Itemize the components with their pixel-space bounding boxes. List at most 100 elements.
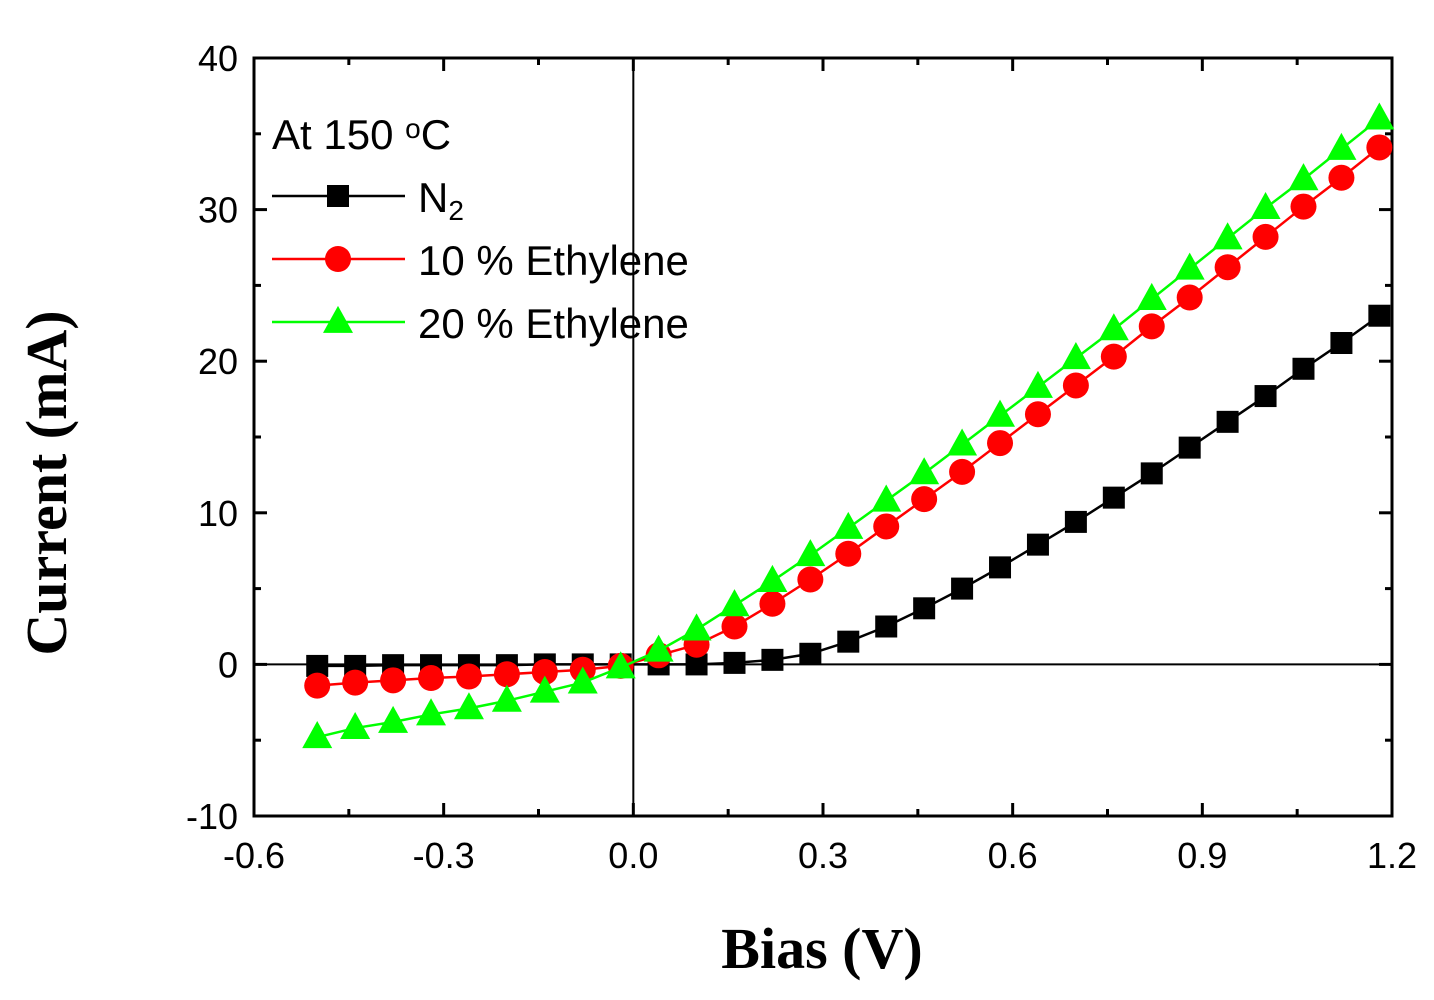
data-point (911, 486, 938, 513)
zero-reference-lines (254, 58, 1392, 816)
x-tick-label: -0.6 (223, 835, 285, 876)
data-point (416, 698, 447, 726)
legend-label: 10 % Ethylene (418, 237, 689, 284)
data-point (1366, 134, 1393, 161)
data-point (491, 684, 522, 712)
data-point (835, 540, 862, 567)
data-point (1178, 436, 1201, 459)
data-point (306, 654, 329, 677)
data-point (605, 651, 636, 679)
data-point (757, 564, 788, 592)
data-point (1330, 332, 1353, 355)
legend-marker (327, 185, 349, 207)
data-point (1216, 410, 1239, 433)
data-point (531, 658, 558, 685)
data-point (1290, 193, 1317, 220)
series-n2 (306, 304, 1391, 677)
data-point (685, 653, 708, 676)
data-point (721, 613, 748, 640)
y-axis-title: Current (mA) (14, 310, 79, 655)
data-point (723, 651, 746, 674)
data-point (1062, 372, 1089, 399)
data-point (949, 458, 976, 485)
data-point (340, 711, 371, 739)
legend-label: 20 % Ethylene (418, 300, 689, 347)
data-point (1250, 191, 1281, 220)
data-point (418, 665, 445, 692)
data-point (1212, 222, 1243, 250)
legend-title-degree: o (405, 113, 421, 144)
x-tick-label: 0.6 (988, 835, 1038, 876)
x-tick-label: 0.3 (798, 835, 848, 876)
data-point (837, 630, 860, 653)
legend-marker (323, 305, 353, 333)
x-axis-title: Bias (V) (721, 916, 922, 981)
data-point (833, 511, 864, 539)
data-point (797, 566, 824, 593)
y-tick-label: 10 (198, 493, 238, 534)
data-point (1174, 252, 1205, 280)
data-point (1292, 357, 1315, 380)
legend-marker (325, 246, 351, 272)
data-point (304, 672, 331, 699)
data-point (681, 613, 712, 641)
data-point (913, 597, 936, 620)
data-point (951, 577, 974, 600)
plot-border (252, 56, 1394, 818)
data-point (643, 634, 674, 662)
legend: At 150 oC N2 10 % Ethylene 20 % Ethylene (272, 111, 689, 347)
y-tick-label: 30 (198, 190, 238, 231)
data-point (1288, 163, 1319, 191)
data-point (1328, 164, 1355, 191)
data-point (719, 589, 750, 617)
data-point (1060, 342, 1091, 370)
data-point (380, 667, 407, 694)
data-point (759, 590, 786, 617)
series-layer (302, 102, 1395, 749)
data-point (1176, 284, 1203, 311)
legend-title-prefix: At 150 (272, 111, 405, 158)
data-point (875, 615, 898, 638)
y-tick-label: 20 (198, 341, 238, 382)
series-ethylene-20 (302, 102, 1395, 749)
data-point (1102, 486, 1125, 509)
data-point (947, 428, 978, 456)
data-point (989, 556, 1012, 579)
data-point (873, 513, 900, 540)
data-point (1254, 385, 1277, 408)
data-point (795, 539, 826, 567)
x-tick-label: 0.9 (1177, 835, 1227, 876)
series-line (317, 314, 1381, 668)
data-point (378, 705, 409, 733)
data-point (529, 675, 560, 703)
x-tick-label: -0.3 (413, 835, 475, 876)
y-tick-label: 40 (198, 38, 238, 79)
legend-label: N2 (418, 174, 464, 226)
data-point (1140, 462, 1163, 485)
data-point (987, 430, 1014, 457)
data-point (342, 669, 369, 696)
y-tick-label: -10 (186, 796, 238, 837)
legend-entry-ethylene-10: 10 % Ethylene (272, 237, 689, 284)
data-point (1368, 304, 1391, 327)
data-point (1098, 313, 1129, 341)
data-point (455, 663, 482, 690)
data-point (1214, 254, 1241, 281)
data-point (1138, 313, 1165, 340)
legend-title: At 150 oC (272, 111, 451, 158)
legend-entry-n2: N2 (272, 174, 464, 226)
data-point (909, 457, 940, 485)
data-point (799, 642, 822, 665)
y-tick-label: 0 (218, 644, 238, 685)
legend-title-suffix: C (421, 111, 451, 158)
data-point (302, 721, 333, 749)
data-point (1252, 223, 1279, 250)
data-point (1326, 132, 1357, 160)
axis-ticks (252, 56, 1394, 818)
x-tick-label: 1.2 (1367, 835, 1417, 876)
data-point (1136, 282, 1167, 310)
data-point (567, 666, 598, 694)
data-point (985, 399, 1016, 427)
data-point (453, 692, 484, 720)
